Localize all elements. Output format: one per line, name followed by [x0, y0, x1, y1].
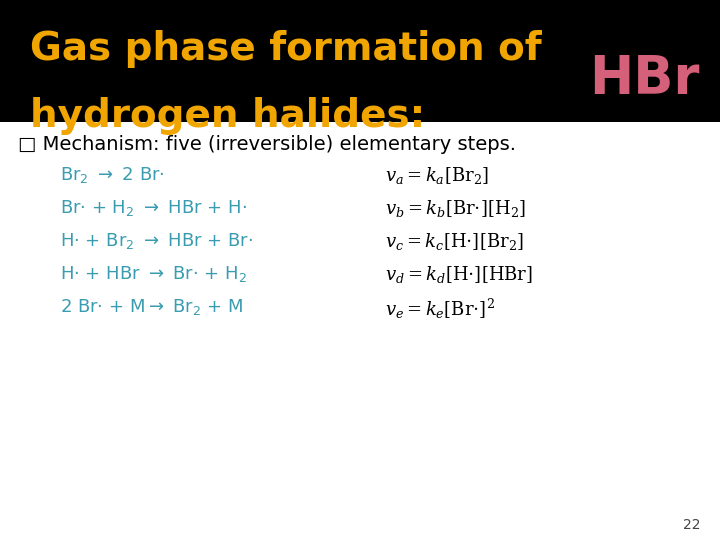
- Text: 22: 22: [683, 518, 700, 532]
- Text: HBr: HBr: [590, 53, 700, 105]
- Text: □ Mechanism: five (irreversible) elementary steps.: □ Mechanism: five (irreversible) element…: [18, 135, 516, 154]
- Text: Br$_2$ $\rightarrow$ 2 Br$\cdot$: Br$_2$ $\rightarrow$ 2 Br$\cdot$: [60, 165, 165, 185]
- Text: 2 Br$\cdot$ + M$\rightarrow$ Br$_2$ + M: 2 Br$\cdot$ + M$\rightarrow$ Br$_2$ + M: [60, 297, 243, 317]
- Text: hydrogen halides:: hydrogen halides:: [30, 97, 426, 135]
- Text: H$\cdot$ + HBr $\rightarrow$ Br$\cdot$ + H$_2$: H$\cdot$ + HBr $\rightarrow$ Br$\cdot$ +…: [60, 264, 247, 284]
- Bar: [0, 122, 720, 540]
- Text: $v_e = k_e[\mathrm{Br}{\cdot}]^2$: $v_e = k_e[\mathrm{Br}{\cdot}]^2$: [385, 297, 495, 321]
- Text: Br$\cdot$ + H$_2$ $\rightarrow$ HBr + H$\cdot$: Br$\cdot$ + H$_2$ $\rightarrow$ HBr + H$…: [60, 198, 247, 218]
- Text: Gas phase formation of: Gas phase formation of: [30, 30, 541, 68]
- Text: $v_b = k_b[\mathrm{Br}{\cdot}][\mathrm{H}_2]$: $v_b = k_b[\mathrm{Br}{\cdot}][\mathrm{H…: [385, 198, 526, 219]
- Bar: [0, 0, 720, 122]
- Text: $v_a = k_a[\mathrm{Br}_2]$: $v_a = k_a[\mathrm{Br}_2]$: [385, 165, 489, 186]
- Text: $v_d = k_d[\mathrm{H}{\cdot}][\mathrm{HBr}]$: $v_d = k_d[\mathrm{H}{\cdot}][\mathrm{HB…: [385, 264, 533, 285]
- Text: H$\cdot$ + Br$_2$ $\rightarrow$ HBr + Br$\cdot$: H$\cdot$ + Br$_2$ $\rightarrow$ HBr + Br…: [60, 231, 253, 251]
- Text: $v_c = k_c[\mathrm{H}{\cdot}][\mathrm{Br}_2]$: $v_c = k_c[\mathrm{H}{\cdot}][\mathrm{Br…: [385, 231, 524, 252]
